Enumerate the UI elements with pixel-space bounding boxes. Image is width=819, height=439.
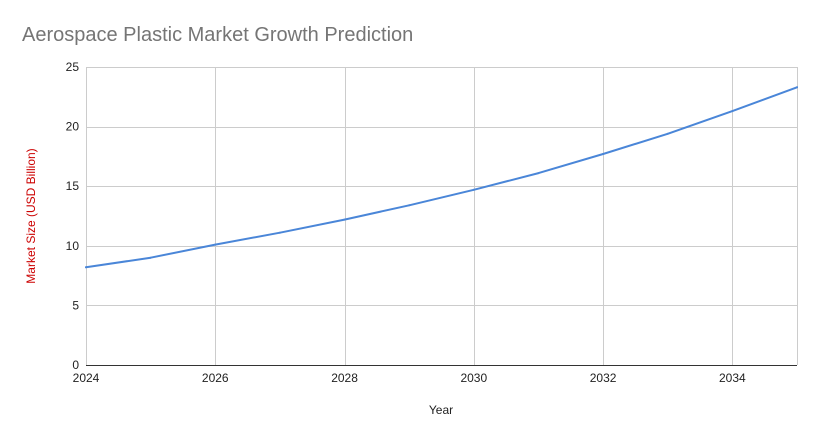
chart-title: Aerospace Plastic Market Growth Predicti… <box>22 24 413 46</box>
y-tick-label: 10 <box>66 239 80 253</box>
y-tick-label: 5 <box>72 298 79 312</box>
data-point <box>666 132 669 135</box>
x-tick-label: 2034 <box>719 371 746 385</box>
series-line <box>85 86 798 269</box>
y-axis-label: Market Size (USD Billion) <box>24 148 38 283</box>
data-point <box>278 231 281 234</box>
grid-lines <box>86 67 798 366</box>
data-point <box>214 243 217 246</box>
axis-ticks: 0 5 10 15 20 25 2024 2026 2028 2030 2032 2034 <box>66 60 746 385</box>
data-point <box>343 218 346 221</box>
x-axis-label: Year <box>429 403 453 417</box>
x-tick-label: 2026 <box>202 371 229 385</box>
data-point <box>472 188 475 191</box>
data-point <box>408 204 411 207</box>
plot-area <box>85 86 798 269</box>
y-tick-label: 25 <box>66 60 80 74</box>
x-tick-label: 2028 <box>331 371 358 385</box>
data-point <box>85 266 87 269</box>
x-tick-label: 2030 <box>460 371 487 385</box>
data-point <box>537 172 540 175</box>
y-tick-label: 15 <box>66 179 80 193</box>
x-tick-label: 2024 <box>73 371 100 385</box>
x-tick-label: 2032 <box>590 371 617 385</box>
data-point <box>731 110 734 113</box>
data-point <box>796 86 798 89</box>
data-point <box>602 153 605 156</box>
y-tick-label: 0 <box>72 358 79 372</box>
data-point <box>149 256 152 259</box>
y-tick-label: 20 <box>66 120 80 134</box>
